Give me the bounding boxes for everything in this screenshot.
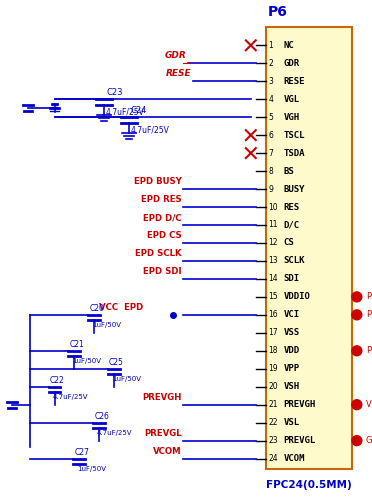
Text: NC: NC <box>283 41 294 50</box>
Circle shape <box>352 292 362 302</box>
Text: 1uF/50V: 1uF/50V <box>77 466 106 471</box>
Text: 16: 16 <box>269 310 278 320</box>
Text: 20: 20 <box>269 382 278 391</box>
Text: P6: P6 <box>267 6 288 20</box>
Text: RES: RES <box>283 202 299 211</box>
Text: VGH: VGH <box>283 112 299 122</box>
Text: PREVGL: PREVGL <box>144 428 182 438</box>
Text: 8: 8 <box>269 166 273 175</box>
Text: EPD D/C: EPD D/C <box>143 213 182 222</box>
Text: RESE: RESE <box>283 76 305 86</box>
Text: 2: 2 <box>269 58 273 68</box>
Text: 10: 10 <box>269 202 278 211</box>
Text: C23: C23 <box>106 88 122 97</box>
Text: SCLK: SCLK <box>283 256 305 266</box>
Text: C24: C24 <box>131 106 147 115</box>
Text: 24: 24 <box>269 454 278 463</box>
Text: 12: 12 <box>269 238 278 248</box>
Circle shape <box>352 436 362 446</box>
Text: VSL: VSL <box>283 418 299 427</box>
Text: 22: 22 <box>269 418 278 427</box>
Text: VPP: VPP <box>283 364 299 374</box>
Text: SDI: SDI <box>283 274 299 283</box>
Text: 1uF/50V: 1uF/50V <box>112 376 141 382</box>
Text: 11: 11 <box>269 220 278 230</box>
Text: EPD BUSY: EPD BUSY <box>134 177 182 186</box>
Text: TSDA: TSDA <box>283 148 305 158</box>
Text: BS: BS <box>283 166 294 175</box>
Text: 13: 13 <box>269 256 278 266</box>
Text: C26: C26 <box>94 412 109 420</box>
Text: 1: 1 <box>269 41 273 50</box>
Text: EPD SDI: EPD SDI <box>143 267 182 276</box>
Text: EPD SCLK: EPD SCLK <box>135 249 182 258</box>
Circle shape <box>352 400 362 409</box>
Text: GDR: GDR <box>283 58 299 68</box>
Text: 4.7uF/25V: 4.7uF/25V <box>131 125 170 134</box>
Text: VCOM: VCOM <box>283 454 305 463</box>
Text: 4.7uF/25V: 4.7uF/25V <box>106 107 145 116</box>
Text: GDR: GDR <box>164 52 186 60</box>
Text: RESE: RESE <box>166 69 191 78</box>
Text: VCC  EPD: VCC EPD <box>99 303 143 312</box>
Text: C21: C21 <box>70 340 84 349</box>
Text: 4.7uF/25V: 4.7uF/25V <box>97 430 133 436</box>
Text: 6: 6 <box>269 130 273 140</box>
Text: 4: 4 <box>269 94 273 104</box>
Text: EPD CS: EPD CS <box>147 231 182 240</box>
Text: 18: 18 <box>269 346 278 356</box>
Text: C27: C27 <box>74 448 89 456</box>
Text: VDDIO: VDDIO <box>283 292 310 302</box>
Text: VGL: VGL <box>283 94 299 104</box>
Text: 5: 5 <box>269 112 273 122</box>
Text: 17: 17 <box>269 328 278 338</box>
Text: 23: 23 <box>269 436 278 445</box>
Text: VSS: VSS <box>283 328 299 338</box>
Text: FPC24(0.5MM): FPC24(0.5MM) <box>266 480 352 490</box>
Text: 7: 7 <box>269 148 273 158</box>
Text: P: P <box>366 310 371 320</box>
Circle shape <box>352 310 362 320</box>
FancyBboxPatch shape <box>266 28 352 468</box>
Text: 1uF/50V: 1uF/50V <box>92 322 121 328</box>
Text: C25: C25 <box>109 358 124 367</box>
Text: C20: C20 <box>89 304 104 313</box>
Text: G: G <box>366 436 372 445</box>
Text: BUSY: BUSY <box>283 184 305 194</box>
Text: VCOM: VCOM <box>153 446 182 456</box>
Text: 3: 3 <box>269 76 273 86</box>
Text: 1uF/50V: 1uF/50V <box>73 358 101 364</box>
Text: PREVGL: PREVGL <box>283 436 316 445</box>
Text: TSCL: TSCL <box>283 130 305 140</box>
Text: EPD RES: EPD RES <box>141 195 182 204</box>
Text: D/C: D/C <box>283 220 299 230</box>
Text: PREVGH: PREVGH <box>142 392 182 402</box>
Text: PREVGH: PREVGH <box>283 400 316 409</box>
Text: 9: 9 <box>269 184 273 194</box>
Text: 4.7uF/25V: 4.7uF/25V <box>52 394 88 400</box>
Text: C22: C22 <box>49 376 64 384</box>
Text: 19: 19 <box>269 364 278 374</box>
Text: P: P <box>366 346 371 356</box>
Text: 21: 21 <box>269 400 278 409</box>
Text: VDD: VDD <box>283 346 299 356</box>
Text: CS: CS <box>283 238 294 248</box>
Text: V: V <box>366 400 372 409</box>
Text: 15: 15 <box>269 292 278 302</box>
Text: P: P <box>366 292 371 302</box>
Circle shape <box>352 346 362 356</box>
Text: 14: 14 <box>269 274 278 283</box>
Text: VCI: VCI <box>283 310 299 320</box>
Text: VSH: VSH <box>283 382 299 391</box>
